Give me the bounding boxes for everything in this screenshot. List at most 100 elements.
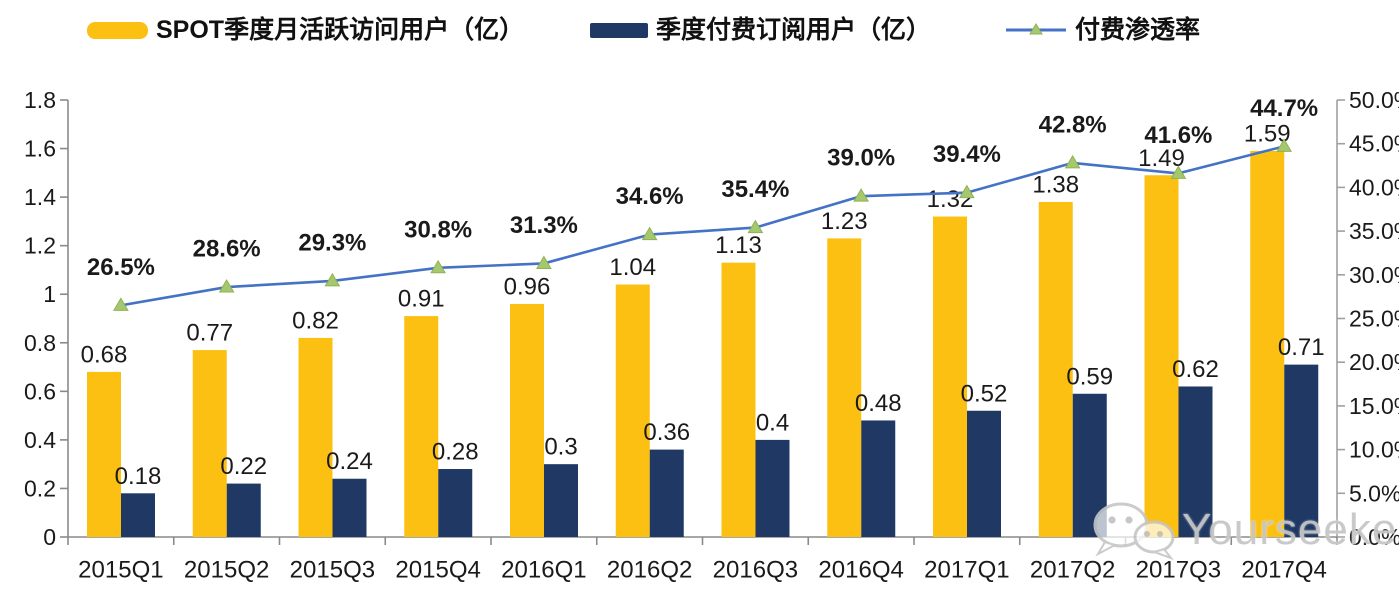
penetration-marker: [113, 297, 129, 311]
bar-mau: [1250, 150, 1285, 537]
penetration-marker: [1276, 138, 1293, 152]
legend-item-subs: 季度付费订阅用户（亿）: [590, 16, 931, 44]
bar-mau-value-label: 0.82: [292, 307, 339, 334]
penetration-marker: [218, 279, 235, 293]
left-axis-tick-label: 1: [43, 281, 56, 307]
bar-subs: [332, 478, 367, 537]
penetration-value-label: 31.3%: [510, 212, 578, 239]
penetration-value-label: 39.0%: [827, 145, 895, 172]
bar-subs: [861, 420, 896, 537]
bar-mau-value-label: 1.38: [1032, 171, 1079, 198]
bar-subs-value-label: 0.18: [115, 463, 162, 490]
legend-label-mau: SPOT季度月活跃访问用户（亿）: [156, 16, 525, 44]
left-axis-tick-label: 1.6: [24, 136, 56, 162]
bar-mau-value-label: 0.91: [398, 286, 445, 313]
penetration-marker: [324, 272, 341, 287]
penetration-marker: [853, 188, 869, 202]
bar-subs: [438, 469, 473, 537]
bar-mau: [510, 303, 544, 537]
penetration-value-label: 30.8%: [404, 216, 472, 243]
x-category-label: 2015Q1: [78, 557, 163, 584]
bar-subs: [544, 464, 578, 537]
bar-mau-value-label: 1.49: [1138, 145, 1185, 172]
bar-mau: [1038, 201, 1073, 537]
bar-subs-value-label: 0.4: [756, 409, 789, 436]
x-category-label: 2016Q2: [607, 557, 692, 584]
penetration-marker: [430, 259, 446, 274]
penetration-value-label: 35.4%: [721, 176, 789, 203]
bar-mau-value-label: 1.23: [821, 208, 868, 235]
x-category-label: 2017Q2: [1030, 557, 1115, 584]
bar-mau-value-label: 0.68: [81, 341, 128, 368]
mau-swatch: [87, 21, 148, 39]
x-category-label: 2016Q3: [713, 557, 798, 584]
triangle-marker-icon: [1029, 23, 1043, 35]
penetration-marker: [1170, 165, 1187, 179]
right-axis-tick-label: 45.0%: [1349, 131, 1399, 157]
bar-subs-value-label: 0.62: [1172, 356, 1219, 383]
bar-mau: [827, 238, 862, 537]
bar-subs: [649, 449, 684, 537]
right-axis-tick-label: 5.0%: [1349, 480, 1399, 506]
left-axis-tick-label: 0.6: [24, 378, 56, 404]
bar-mau: [87, 371, 121, 537]
x-category-label: 2017Q3: [1136, 557, 1221, 584]
bar-mau: [1144, 175, 1179, 537]
bar-subs: [226, 483, 261, 537]
right-axis-tick-label: 10.0%: [1349, 437, 1399, 463]
penetration-marker: [959, 184, 975, 199]
bar-subs-value-label: 0.48: [855, 390, 902, 417]
right-axis-tick-label: 20.0%: [1349, 349, 1399, 375]
left-axis-tick-label: 1.4: [24, 184, 56, 210]
bar-subs-value-label: 0.3: [544, 434, 577, 461]
line-marker-swatch: [1006, 23, 1066, 35]
left-axis-tick-label: 0.8: [24, 330, 56, 356]
penetration-value-label: 42.8%: [1039, 111, 1107, 138]
bar-subs-value-label: 0.28: [432, 439, 479, 466]
bar-subs-value-label: 0.24: [326, 448, 373, 475]
bar-mau-value-label: 0.77: [186, 320, 233, 347]
right-axis-tick-label: 35.0%: [1349, 218, 1399, 244]
penetration-line: [120, 145, 1285, 307]
right-axis-tick-label: 30.0%: [1349, 262, 1399, 288]
x-category-label: 2015Q2: [184, 557, 269, 584]
left-axis-tick-label: 1.8: [24, 87, 56, 113]
right-axis-tick-label: 50.0%: [1349, 87, 1399, 113]
bar-mau: [721, 262, 756, 537]
bar-subs: [1072, 393, 1107, 537]
bar-subs-value-label: 0.71: [1278, 334, 1325, 361]
legend-item-mau: SPOT季度月活跃访问用户（亿）: [87, 16, 524, 44]
x-category-label: 2015Q4: [395, 557, 480, 584]
left-axis-tick-label: 0: [43, 524, 56, 550]
bar-subs-value-label: 0.36: [643, 419, 690, 446]
legend-label-subs: 季度付费订阅用户（亿）: [656, 16, 932, 44]
left-axis-tick-label: 1.2: [24, 233, 56, 259]
penetration-value-label: 44.7%: [1250, 95, 1318, 122]
penetration-value-label: 28.6%: [193, 236, 261, 263]
bar-mau: [615, 284, 650, 537]
x-category-label: 2017Q4: [1241, 557, 1326, 584]
bar-subs-value-label: 0.22: [220, 453, 267, 480]
subs-swatch: [590, 22, 648, 38]
penetration-marker: [747, 219, 764, 234]
bar-subs: [967, 410, 1001, 537]
bar-subs-value-label: 0.59: [1066, 363, 1113, 390]
left-axis-tick-label: 0.2: [24, 475, 56, 501]
right-axis-tick-label: 40.0%: [1349, 174, 1399, 200]
penetration-marker: [1064, 154, 1081, 169]
bar-mau: [404, 316, 439, 537]
penetration-value-label: 26.5%: [87, 254, 155, 281]
bar-subs: [121, 493, 155, 537]
x-category-label: 2016Q4: [818, 557, 903, 584]
x-category-label: 2015Q3: [290, 557, 375, 584]
bar-subs: [1284, 364, 1319, 537]
penetration-value-label: 34.6%: [616, 183, 684, 210]
right-axis-tick-label: 15.0%: [1349, 393, 1399, 419]
legend-item-penetration: 付费渗透率: [1005, 16, 1200, 44]
x-category-label: 2017Q1: [924, 557, 1009, 584]
legend-label-penetration: 付费渗透率: [1075, 16, 1201, 44]
penetration-marker: [536, 255, 552, 269]
left-axis-tick-label: 0.4: [24, 427, 56, 453]
